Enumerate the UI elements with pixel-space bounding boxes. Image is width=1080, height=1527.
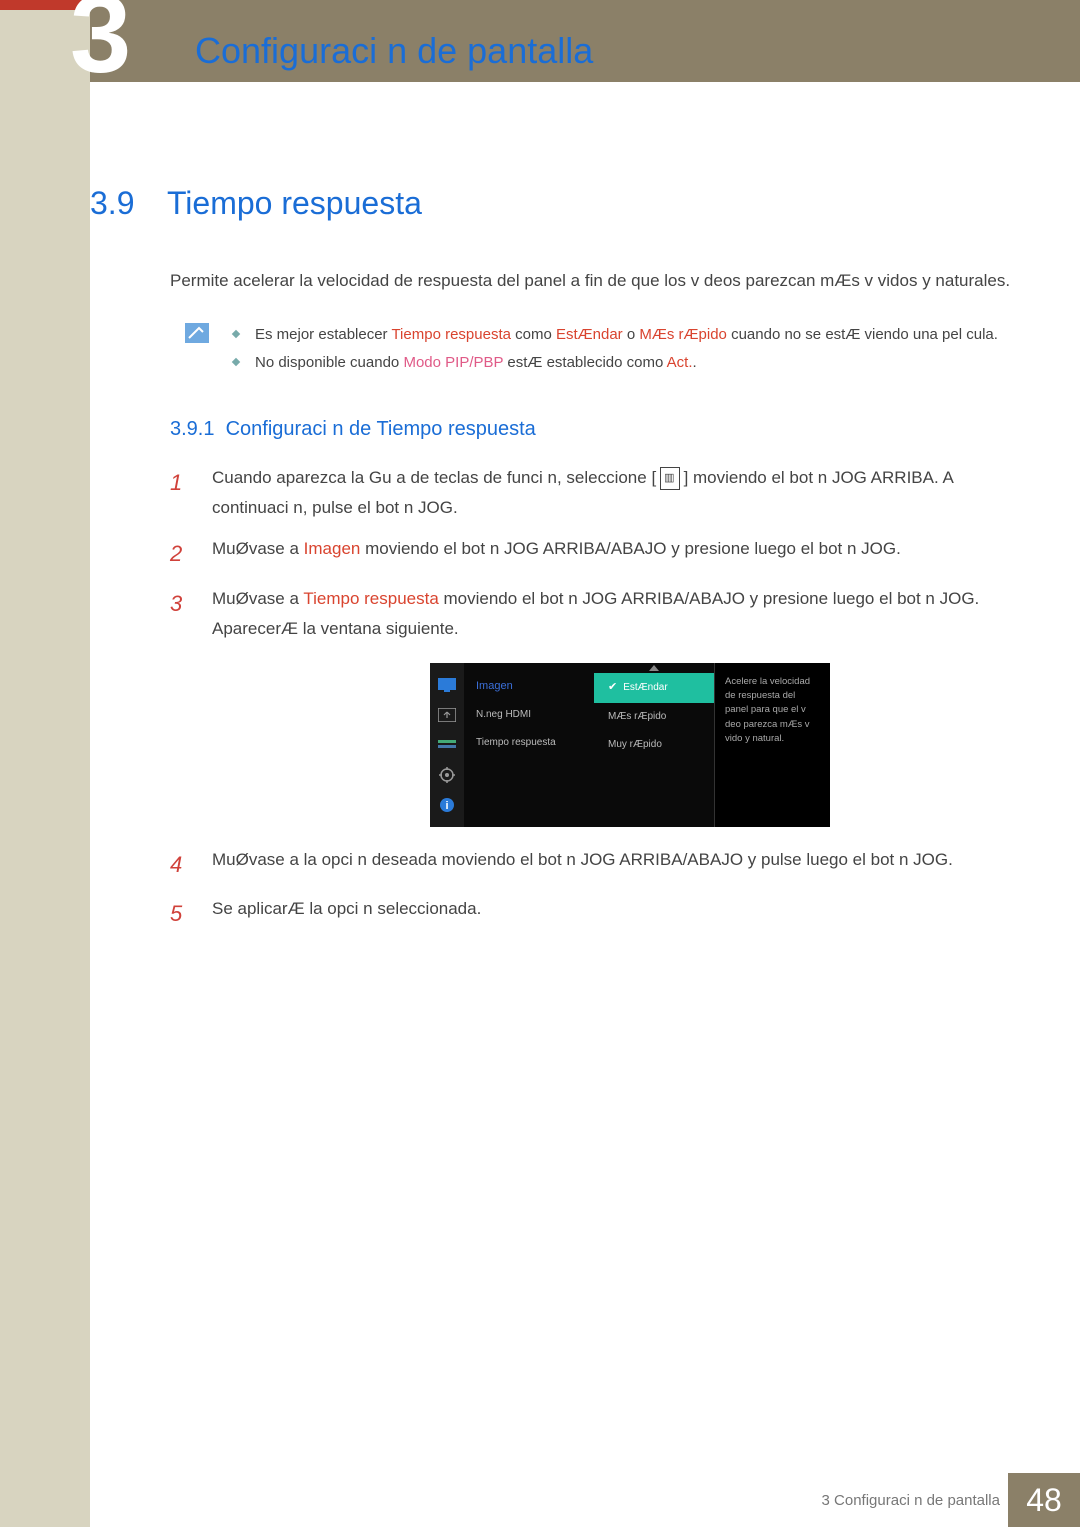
left-margin-stripe: [0, 0, 90, 1527]
step-body: Se aplicarÆ la opci n seleccionada.: [212, 894, 1020, 934]
note-item: Es mejor establecer Tiempo respuesta com…: [231, 321, 998, 350]
osd-panel: i Imagen N.neg HDMI Tiempo respuesta ✔ E…: [430, 663, 830, 827]
step-4: 4 MuØvase a la opci n deseada moviendo e…: [170, 845, 1020, 885]
section-heading: 3.9 Tiempo respuesta: [90, 185, 1020, 222]
step-5: 5 Se aplicarÆ la opci n seleccionada.: [170, 894, 1020, 934]
osd-menu-item: Tiempo respuesta: [464, 729, 594, 757]
page-number: 48: [1008, 1473, 1080, 1527]
step-body: MuØvase a Imagen moviendo el bot n JOG A…: [212, 534, 1020, 574]
step-2: 2 MuØvase a Imagen moviendo el bot n JOG…: [170, 534, 1020, 574]
bullet-icon: [231, 321, 243, 350]
osd-menu-column: Imagen N.neg HDMI Tiempo respuesta: [464, 663, 594, 827]
osd-sidebar: i: [430, 663, 464, 827]
step-number: 4: [170, 845, 190, 885]
step-1: 1 Cuando aparezca la Gu a de teclas de f…: [170, 463, 1020, 524]
picture-icon: [437, 677, 457, 693]
footer-chapter-label: 3 Configuraci n de pantalla: [822, 1473, 1000, 1527]
osd-option: Muy rÆpido: [600, 731, 708, 759]
settings-icon: [437, 767, 457, 783]
note-text: Es mejor establecer Tiempo respuesta com…: [255, 321, 998, 350]
step-number: 3: [170, 584, 190, 645]
steps-list: 1 Cuando aparezca la Gu a de teclas de f…: [170, 463, 1020, 934]
osd-menu-item: N.neg HDMI: [464, 701, 594, 729]
step-number: 2: [170, 534, 190, 574]
step-body: Cuando aparezca la Gu a de teclas de fun…: [212, 463, 1020, 524]
bullet-icon: [231, 349, 243, 378]
step-body: MuØvase a Tiempo respuesta moviendo el b…: [212, 584, 1020, 645]
section-number: 3.9: [90, 185, 134, 222]
step-number: 1: [170, 463, 190, 524]
footer-left-stripe: [0, 1473, 90, 1527]
osd-menu-title: Imagen: [464, 673, 594, 701]
pip-icon: [437, 707, 457, 723]
svg-text:i: i: [445, 800, 448, 812]
check-icon: ✔: [608, 678, 617, 698]
step-3: 3 MuØvase a Tiempo respuesta moviendo el…: [170, 584, 1020, 645]
step-number: 5: [170, 894, 190, 934]
osd-options-column: ✔ EstÆndar MÆs rÆpido Muy rÆpido: [594, 663, 714, 827]
note-item: No disponible cuando Modo PIP/PBP estÆ e…: [231, 349, 998, 378]
section-title: Tiempo respuesta: [167, 185, 422, 222]
note-text: No disponible cuando Modo PIP/PBP estÆ e…: [255, 349, 697, 378]
section-intro: Permite acelerar la velocidad de respues…: [170, 267, 1020, 296]
note-list: Es mejor establecer Tiempo respuesta com…: [231, 321, 998, 378]
chapter-title: Configuraci n de pantalla: [195, 30, 593, 72]
step-body: MuØvase a la opci n deseada moviendo el …: [212, 845, 1020, 885]
display-icon: [437, 737, 457, 753]
osd-option: MÆs rÆpido: [600, 703, 708, 731]
scroll-up-icon: [649, 665, 659, 671]
osd-screenshot: i Imagen N.neg HDMI Tiempo respuesta ✔ E…: [430, 663, 1020, 827]
osd-description: Acelere la velocidad de respuesta del pa…: [714, 663, 830, 827]
note-icon: [185, 323, 209, 343]
note-block: Es mejor establecer Tiempo respuesta com…: [185, 321, 1020, 378]
subsection-number: 3.9.1: [170, 418, 214, 440]
subsection-heading: 3.9.1 Configuraci n de Tiempo respuesta: [170, 418, 1020, 441]
osd-option-selected: ✔ EstÆndar: [594, 673, 714, 703]
page-content: 3.9 Tiempo respuesta Permite acelerar la…: [90, 185, 1020, 944]
chapter-number: 3: [70, 0, 170, 80]
menu-icon: ▥: [660, 467, 679, 491]
info-icon: i: [437, 797, 457, 813]
page-footer: 3 Configuraci n de pantalla 48: [0, 1473, 1080, 1527]
subsection-title: Configuraci n de Tiempo respuesta: [226, 418, 536, 440]
